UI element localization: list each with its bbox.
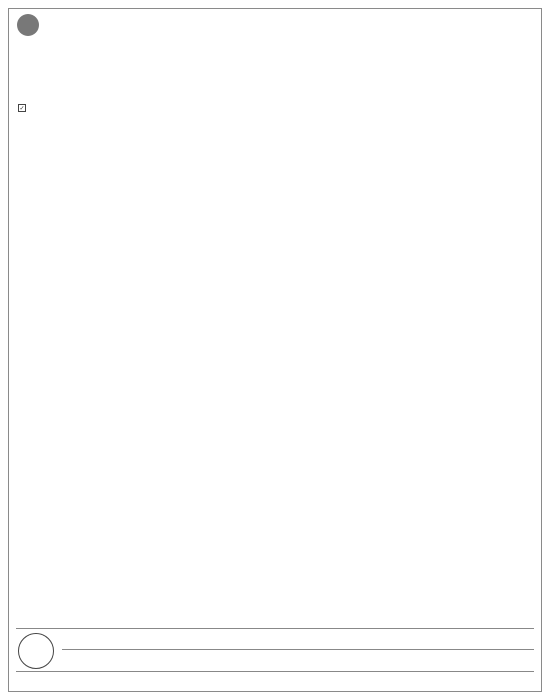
drawing-subtitle [62,650,534,653]
side-view-drawing [33,311,233,461]
front-view [278,311,538,469]
front-view-drawing [293,311,523,461]
content: ✓ [18,96,532,634]
top-view [288,96,518,239]
top-view-drawing [313,96,493,231]
title-circle-icon [18,633,54,669]
color-selector: ✓ [18,104,238,118]
color-selector-heading: ✓ [18,104,238,112]
side-view [18,311,248,469]
title-block [16,628,534,672]
notes-block [18,496,532,499]
heading-checkbox-icon[interactable]: ✓ [18,104,26,112]
